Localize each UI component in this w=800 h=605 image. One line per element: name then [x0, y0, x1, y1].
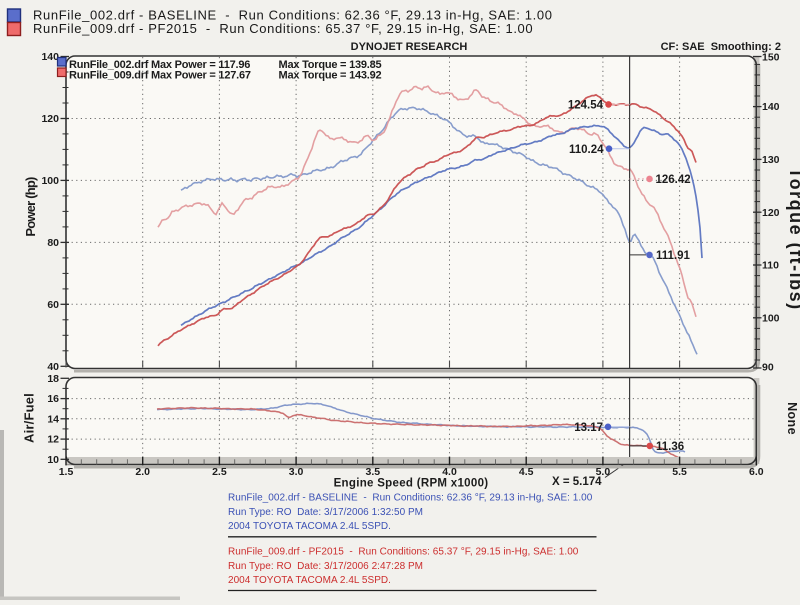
- svg-text:2004 TOYOTA TACOMA 2.4L 5SPD.: 2004 TOYOTA TACOMA 2.4L 5SPD.: [228, 521, 391, 532]
- svg-text:110.24: 110.24: [569, 144, 604, 156]
- svg-text:40: 40: [47, 361, 59, 373]
- svg-text:Power (hp): Power (hp): [23, 177, 38, 237]
- svg-text:3.5: 3.5: [365, 466, 380, 478]
- svg-text:DYNOJET RESEARCH: DYNOJET RESEARCH: [351, 41, 468, 53]
- svg-text:110: 110: [762, 260, 779, 272]
- svg-text:120: 120: [41, 113, 59, 125]
- svg-text:RunFile_002.drf - BASELINE -: RunFile_002.drf - BASELINE - Run Conditi…: [33, 8, 553, 23]
- svg-text:120: 120: [762, 207, 780, 219]
- svg-text:X = 5.174: X = 5.174: [552, 476, 602, 488]
- svg-text:3.0: 3.0: [289, 466, 304, 478]
- svg-text:4.0: 4.0: [442, 466, 457, 478]
- svg-text:4.5: 4.5: [519, 466, 534, 478]
- svg-text:RunFile_002.drf Max Power = 11: RunFile_002.drf Max Power = 117.96: [69, 59, 250, 71]
- svg-text:Run Type: RO Date: 3/17/2006: Run Type: RO Date: 3/17/2006 1:32:50 PM: [228, 507, 423, 518]
- svg-text:1.5: 1.5: [59, 466, 74, 478]
- svg-text:2.5: 2.5: [212, 466, 227, 478]
- svg-text:RunFile_009.drf - PF2015 - R: RunFile_009.drf - PF2015 - Run Condition…: [33, 21, 533, 36]
- svg-text:RunFile_009.drf Max Power = 12: RunFile_009.drf Max Power = 127.67: [69, 69, 251, 81]
- svg-text:100: 100: [762, 312, 780, 324]
- svg-text:2004 TOYOTA TACOMA 2.4L 5SPD.: 2004 TOYOTA TACOMA 2.4L 5SPD.: [228, 575, 391, 586]
- svg-text:RunFile_009.drf - PF2015 - R: RunFile_009.drf - PF2015 - Run Condition…: [228, 547, 579, 558]
- svg-text:111.91: 111.91: [656, 250, 691, 262]
- svg-text:5.0: 5.0: [596, 466, 611, 478]
- svg-text:60: 60: [47, 299, 59, 311]
- svg-text:16: 16: [47, 393, 59, 405]
- svg-text:140: 140: [41, 51, 59, 63]
- svg-text:126.42: 126.42: [656, 174, 691, 186]
- svg-text:18: 18: [47, 373, 59, 385]
- svg-text:Max Torque = 139.85: Max Torque = 139.85: [279, 59, 382, 71]
- svg-text:150: 150: [762, 52, 780, 64]
- svg-text:2.0: 2.0: [135, 466, 150, 478]
- svg-text:None: None: [785, 402, 799, 435]
- svg-text:13.17: 13.17: [574, 422, 603, 434]
- svg-text:90: 90: [762, 362, 774, 374]
- svg-text:80: 80: [47, 237, 59, 249]
- svg-text:Torque (ft-lbs): Torque (ft-lbs): [786, 167, 800, 310]
- svg-text:Air/Fuel: Air/Fuel: [22, 393, 37, 443]
- svg-text:130: 130: [762, 154, 780, 166]
- svg-text:Engine Speed (RPM x1000): Engine Speed (RPM x1000): [334, 478, 489, 490]
- svg-text:CF: SAE Smoothing: 2: CF: SAE Smoothing: 2: [661, 41, 781, 53]
- svg-text:11.36: 11.36: [656, 441, 684, 453]
- svg-text:100: 100: [41, 175, 59, 187]
- svg-text:140: 140: [762, 101, 780, 113]
- svg-text:RunFile_002.drf - BASELINE -: RunFile_002.drf - BASELINE - Run Conditi…: [228, 493, 593, 504]
- svg-text:6.0: 6.0: [749, 466, 764, 478]
- svg-text:124.54: 124.54: [568, 100, 604, 112]
- svg-text:5.5: 5.5: [672, 466, 687, 478]
- svg-text:10: 10: [47, 454, 59, 466]
- svg-text:14: 14: [47, 413, 59, 425]
- svg-text:12: 12: [47, 434, 59, 446]
- svg-text:Run Type: RO Date: 3/17/2006: Run Type: RO Date: 3/17/2006 2:47:28 PM: [228, 561, 423, 572]
- svg-text:Max Torque = 143.92: Max Torque = 143.92: [279, 69, 382, 81]
